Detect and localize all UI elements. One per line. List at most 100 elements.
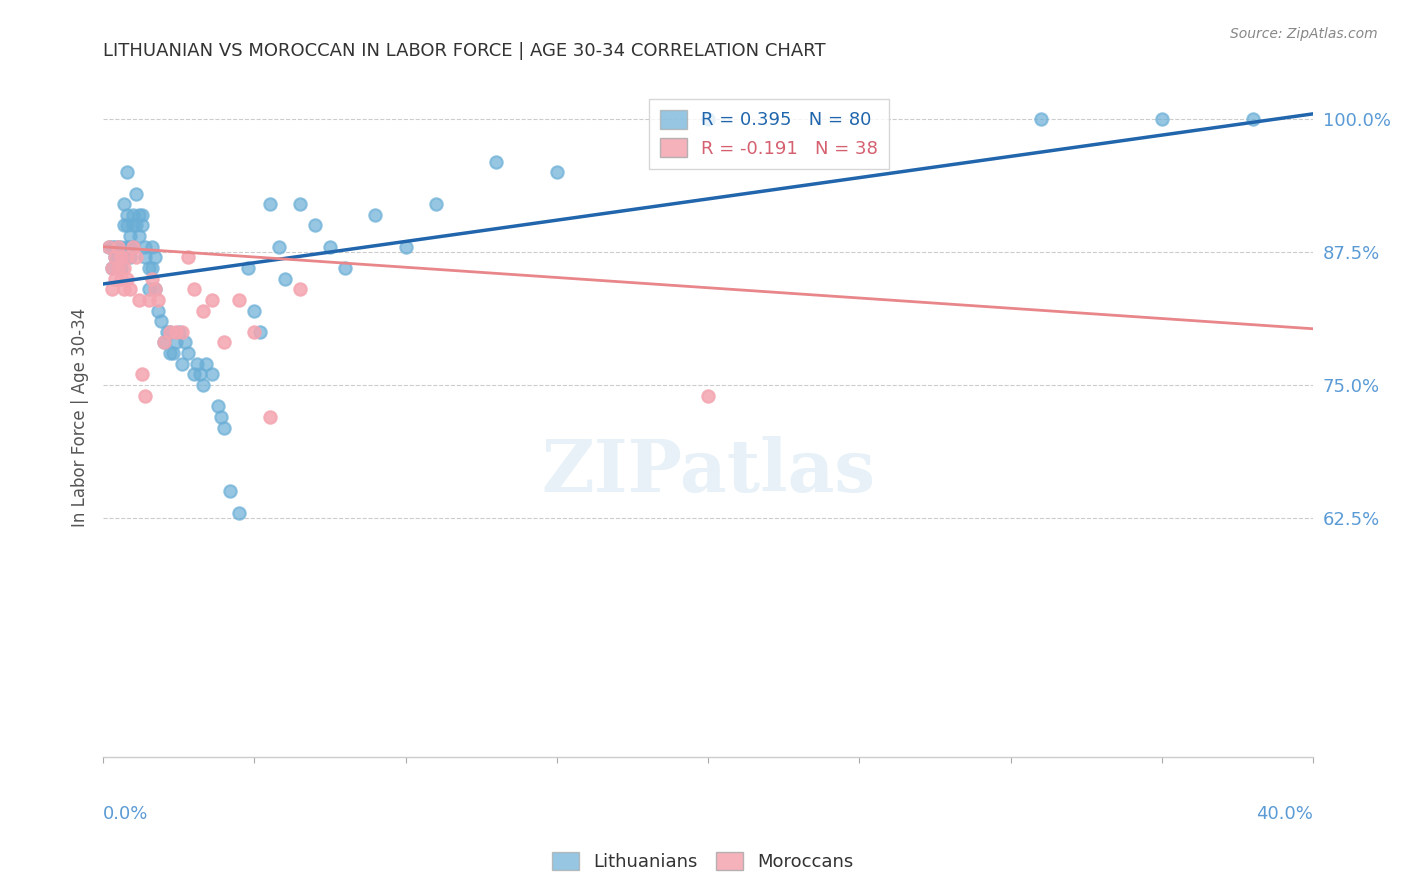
Point (141, 240, 163, 254)
Point (170, 325, 193, 339)
Point (146, 293, 169, 307)
Point (165, 325, 187, 339)
Point (425, 197, 447, 211)
Text: 40.0%: 40.0% (1257, 805, 1313, 823)
Point (546, 165, 568, 179)
Point (110, 271, 132, 285)
Point (159, 325, 181, 339)
Point (122, 208, 145, 222)
Point (117, 219, 139, 233)
Point (107, 251, 129, 265)
Point (101, 260, 124, 275)
Point (107, 240, 129, 254)
Point (207, 399, 229, 413)
Point (1150, 112, 1173, 127)
Point (288, 197, 311, 211)
Point (98, 240, 121, 254)
Point (201, 293, 224, 307)
Y-axis label: In Labor Force | Age 30-34: In Labor Force | Age 30-34 (72, 307, 89, 526)
Point (183, 368, 205, 382)
Point (131, 219, 153, 233)
Point (101, 240, 124, 254)
Point (110, 251, 132, 265)
Point (117, 271, 139, 285)
Point (156, 325, 179, 339)
Point (219, 484, 242, 499)
Point (101, 282, 124, 296)
Point (107, 260, 129, 275)
Text: ZIPatlas: ZIPatlas (541, 436, 876, 507)
Point (141, 271, 163, 285)
Point (122, 219, 145, 233)
Point (120, 229, 142, 244)
Point (177, 251, 200, 265)
Point (112, 197, 135, 211)
Point (162, 346, 184, 360)
Point (128, 208, 150, 222)
Point (201, 368, 224, 382)
Point (165, 335, 187, 350)
Point (104, 240, 127, 254)
Point (167, 325, 190, 339)
Point (212, 335, 235, 350)
Point (104, 251, 127, 265)
Point (159, 346, 181, 360)
Point (120, 251, 142, 265)
Point (122, 240, 145, 254)
Point (128, 293, 150, 307)
Point (112, 260, 135, 275)
Point (319, 240, 342, 254)
Legend: R = 0.395   N = 80, R = -0.191   N = 38: R = 0.395 N = 80, R = -0.191 N = 38 (648, 99, 889, 169)
Point (110, 251, 132, 265)
Point (104, 271, 127, 285)
Legend: Lithuanians, Moroccans: Lithuanians, Moroccans (546, 845, 860, 879)
Text: Source: ZipAtlas.com: Source: ZipAtlas.com (1230, 27, 1378, 41)
Point (259, 409, 281, 424)
Point (131, 208, 153, 222)
Point (170, 357, 193, 371)
Point (364, 208, 387, 222)
Point (131, 368, 153, 382)
Point (697, 112, 720, 127)
Text: 0.0%: 0.0% (103, 805, 149, 823)
Point (173, 335, 195, 350)
Point (485, 154, 508, 169)
Point (152, 335, 174, 350)
Point (333, 260, 356, 275)
Point (125, 219, 148, 233)
Text: LITHUANIAN VS MOROCCAN IN LABOR FORCE | AGE 30-34 CORRELATION CHART: LITHUANIAN VS MOROCCAN IN LABOR FORCE | … (103, 42, 825, 60)
Point (195, 357, 218, 371)
Point (243, 325, 266, 339)
Point (138, 260, 160, 275)
Point (191, 378, 214, 392)
Point (107, 240, 129, 254)
Point (152, 335, 174, 350)
Point (143, 251, 166, 265)
Point (228, 293, 250, 307)
Point (112, 282, 135, 296)
Point (183, 282, 205, 296)
Point (117, 208, 139, 222)
Point (117, 165, 139, 179)
Point (117, 251, 139, 265)
Point (120, 240, 142, 254)
Point (134, 240, 156, 254)
Point (243, 303, 266, 318)
Point (177, 346, 200, 360)
Point (110, 260, 132, 275)
Point (125, 251, 148, 265)
Point (1029, 112, 1052, 127)
Point (146, 303, 169, 318)
Point (143, 282, 166, 296)
Point (143, 282, 166, 296)
Point (288, 282, 311, 296)
Point (110, 240, 132, 254)
Point (125, 186, 148, 201)
Point (191, 303, 214, 318)
Point (267, 240, 290, 254)
Point (697, 389, 720, 403)
Point (138, 293, 160, 307)
Point (122, 240, 145, 254)
Point (188, 368, 211, 382)
Point (117, 240, 139, 254)
